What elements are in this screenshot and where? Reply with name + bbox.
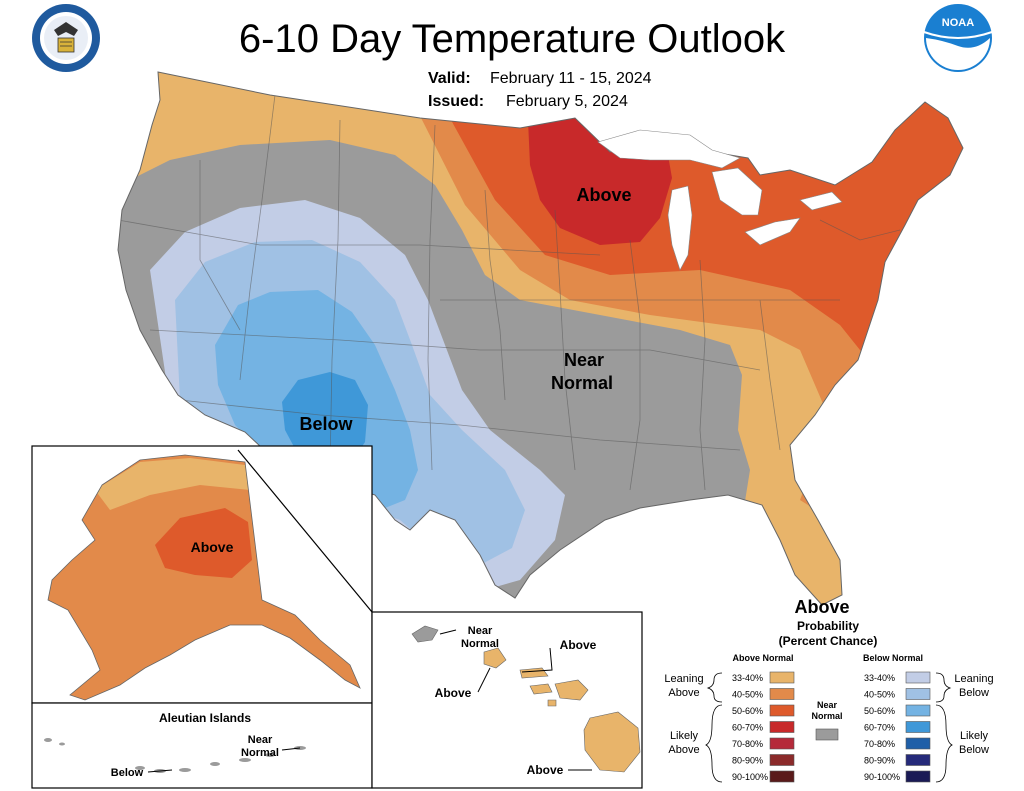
aleutian-below: Below bbox=[111, 767, 144, 779]
below-range-3: 60-70% bbox=[864, 723, 895, 733]
legend: Above Probability (Percent Chance) Above… bbox=[664, 597, 994, 783]
valid-value: February 11 - 15, 2024 bbox=[490, 70, 652, 87]
legend-likely-below-1: Likely bbox=[960, 730, 989, 742]
below-swatch-3 bbox=[905, 721, 931, 733]
valid-label: Valid: bbox=[428, 70, 471, 87]
hawaii-islands bbox=[411, 625, 641, 773]
above-range-1: 40-50% bbox=[732, 690, 763, 700]
label-near: Near bbox=[564, 350, 604, 370]
above-swatch-5 bbox=[769, 754, 795, 766]
legend-percent-chance: (Percent Chance) bbox=[779, 634, 878, 648]
legend-likely-above-1: Likely bbox=[670, 730, 699, 742]
legend-probability: Probability bbox=[797, 619, 859, 633]
label-ak-above: Above bbox=[191, 539, 234, 555]
alaska-outline bbox=[47, 454, 361, 701]
hi-near: Near bbox=[468, 625, 493, 637]
above-range-2: 50-60% bbox=[732, 706, 763, 716]
above-range-0: 33-40% bbox=[732, 673, 763, 683]
above-swatch-4 bbox=[769, 737, 795, 750]
conus-outline bbox=[117, 71, 964, 606]
legend-brace-leaning-below bbox=[935, 672, 952, 703]
issued-label: Issued: bbox=[428, 93, 484, 110]
aleutian-normal: Normal bbox=[241, 747, 279, 759]
hi-above-2-leader bbox=[477, 667, 491, 693]
lake-ontario bbox=[799, 191, 843, 211]
department-of-commerce-seal bbox=[32, 4, 100, 72]
aleutian-near-leader bbox=[281, 747, 301, 751]
hi-above-1-leader bbox=[521, 647, 553, 673]
below-range-4: 70-80% bbox=[864, 739, 895, 749]
above-swatch-1 bbox=[769, 688, 795, 700]
noaa-logo: NOAA bbox=[923, 4, 993, 72]
above-swatch-6 bbox=[769, 770, 795, 783]
hi-above-3: Above bbox=[527, 763, 564, 777]
lake-michigan bbox=[667, 185, 693, 271]
state-boundaries bbox=[118, 94, 901, 491]
legend-leaning-above-2: Above bbox=[668, 687, 699, 699]
above-range-5: 80-90% bbox=[732, 756, 763, 766]
inset-divider bbox=[237, 449, 373, 613]
hi-near-leader bbox=[439, 629, 457, 635]
above-range-6: 90-100% bbox=[732, 772, 768, 782]
below-range-2: 50-60% bbox=[864, 706, 895, 716]
legend-brace-likely-above bbox=[705, 704, 723, 783]
hi-normal: Normal bbox=[461, 638, 499, 650]
aleutian-islands bbox=[44, 738, 306, 773]
issued-value: February 5, 2024 bbox=[506, 93, 628, 110]
zone-below-60-70 bbox=[282, 372, 368, 468]
legend-heading: Above bbox=[794, 597, 849, 617]
legend-brace-leaning-above bbox=[706, 672, 723, 703]
legend-near-2: Normal bbox=[811, 711, 842, 721]
below-swatch-2 bbox=[905, 704, 931, 717]
legend-likely-below-2: Below bbox=[959, 744, 989, 756]
legend-likely-above-2: Above bbox=[668, 744, 699, 756]
below-range-6: 90-100% bbox=[864, 772, 900, 782]
below-swatches: 33-40% 40-50% 50-60% 60-70% 70-80% 80-90% 90-1… bbox=[864, 671, 931, 783]
below-range-5: 80-90% bbox=[864, 756, 895, 766]
legend-below-normal: Below Normal bbox=[863, 653, 923, 663]
above-swatches: 33-40% 40-50% 50-60% 60-70% 70-80% 80-90% 90-1… bbox=[732, 671, 795, 783]
aleutian-inset-frame bbox=[31, 702, 373, 789]
below-swatch-5 bbox=[905, 754, 931, 766]
below-swatch-6 bbox=[905, 770, 931, 783]
above-range-3: 60-70% bbox=[732, 723, 763, 733]
aleutian-near: Near bbox=[248, 734, 273, 746]
below-range-0: 33-40% bbox=[864, 673, 895, 683]
aleutian-below-leader bbox=[147, 769, 173, 773]
legend-leaning-above-1: Leaning bbox=[664, 673, 703, 685]
above-range-4: 70-80% bbox=[732, 739, 763, 749]
above-swatch-3 bbox=[769, 721, 795, 733]
label-normal: Normal bbox=[551, 373, 613, 393]
legend-leaning-below-1: Leaning bbox=[954, 673, 993, 685]
page-title: 6-10 Day Temperature Outlook bbox=[239, 17, 786, 61]
aleutian-title: Aleutian Islands bbox=[159, 711, 251, 725]
legend-leaning-below-2: Below bbox=[959, 687, 989, 699]
below-swatch-0 bbox=[905, 671, 931, 684]
noaa-logo-text: NOAA bbox=[942, 17, 974, 29]
below-swatch-4 bbox=[905, 737, 931, 750]
label-below: Below bbox=[299, 414, 353, 434]
legend-brace-likely-below bbox=[935, 704, 953, 783]
below-swatch-1 bbox=[905, 688, 931, 700]
above-swatch-2 bbox=[769, 704, 795, 717]
lake-erie bbox=[744, 217, 801, 246]
legend-above-normal: Above Normal bbox=[732, 653, 793, 663]
below-range-1: 40-50% bbox=[864, 690, 895, 700]
legend-near-swatch bbox=[815, 728, 839, 741]
lake-superior bbox=[597, 129, 741, 169]
hi-above-2: Above bbox=[435, 686, 472, 700]
lake-huron bbox=[711, 167, 763, 216]
label-above: Above bbox=[576, 185, 631, 205]
above-swatch-0 bbox=[769, 671, 795, 684]
legend-near-1: Near bbox=[817, 700, 838, 710]
hi-above-1: Above bbox=[560, 638, 597, 652]
